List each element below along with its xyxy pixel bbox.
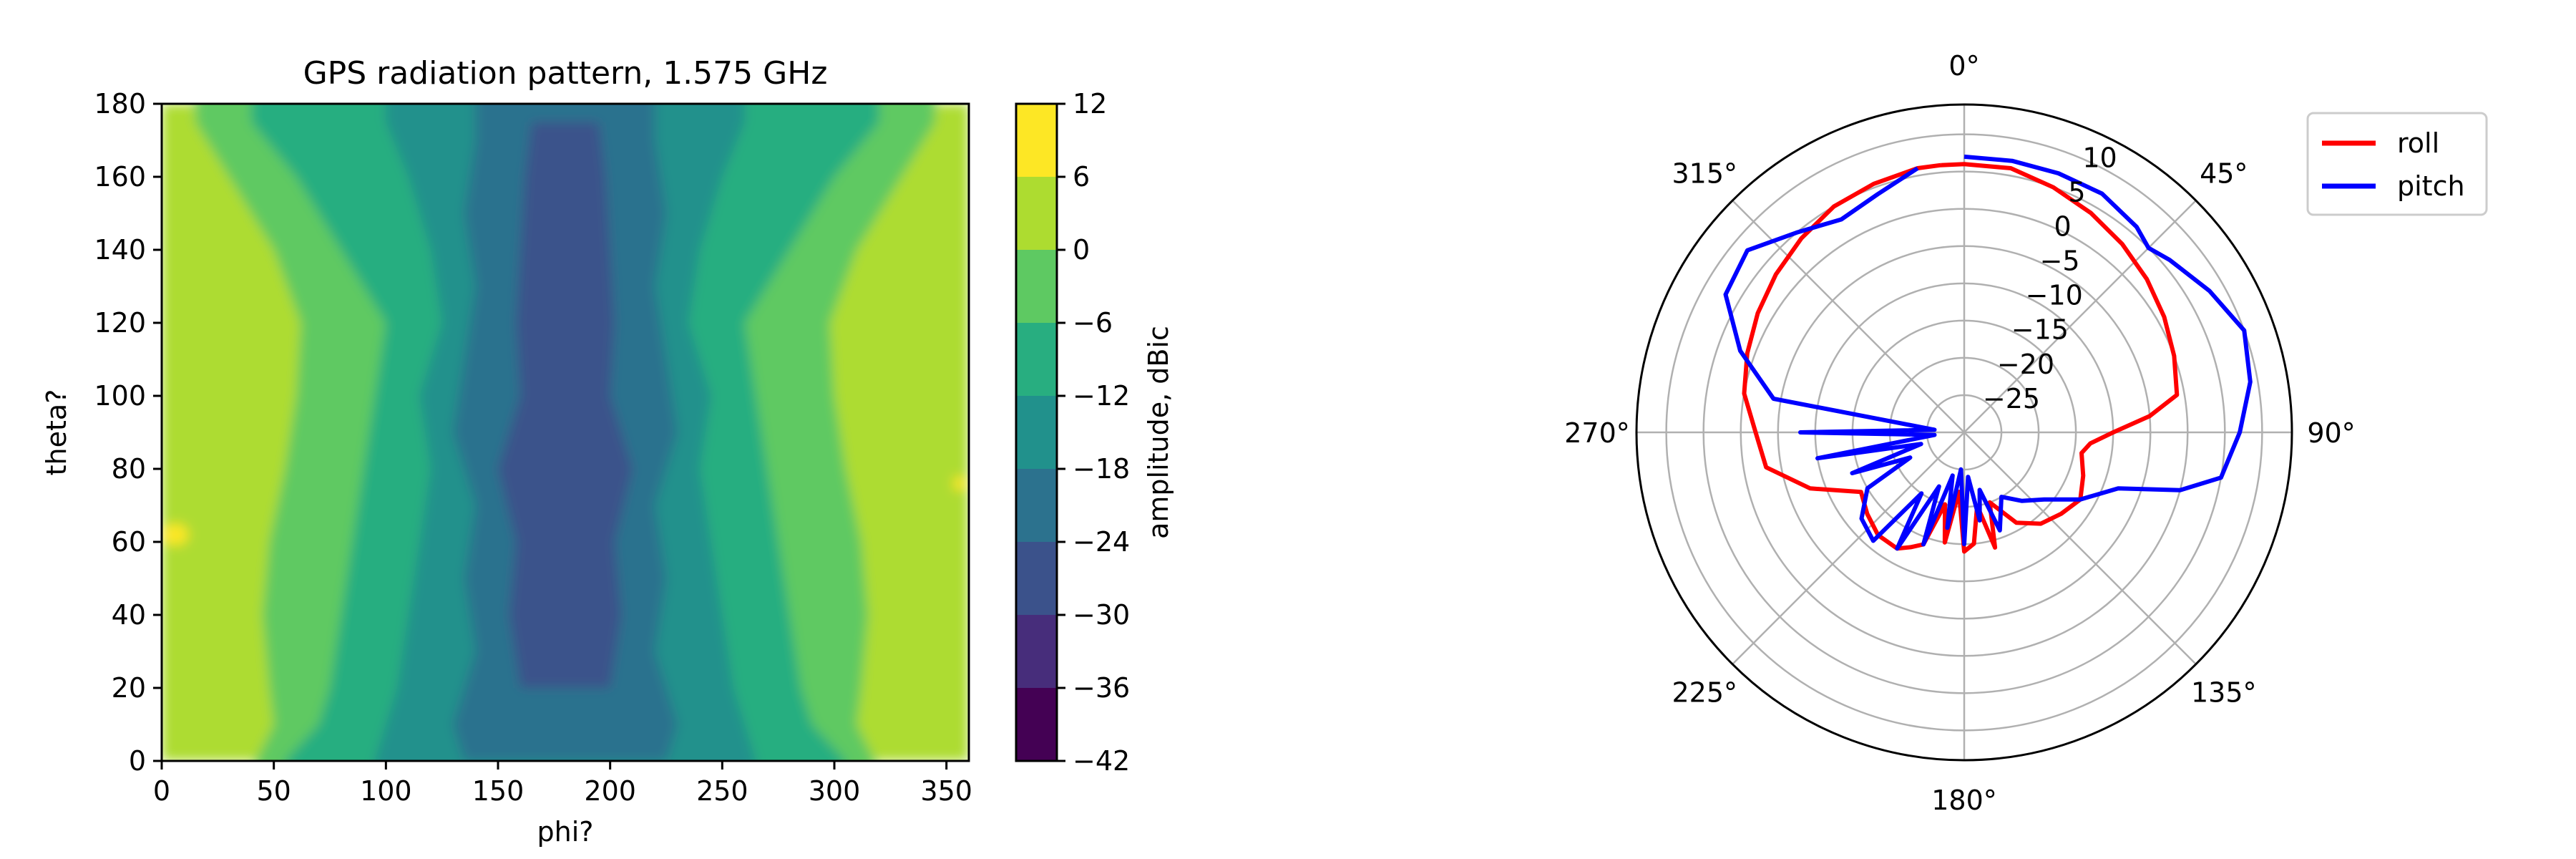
colorbar-label: amplitude, dBic [1143,326,1174,539]
polar-series-pitch [1723,154,2253,551]
colorbar-tick-label: −42 [1073,745,1130,777]
polar-angle-label: 180° [1931,785,1997,816]
legend-pitch-label: pitch [2397,170,2465,202]
heatmap-x-tick-label: 150 [472,775,525,807]
heatmap-x-label: phi? [537,816,594,848]
heatmap-y-tick-label: 60 [112,526,146,558]
colorbar-band [1016,469,1057,542]
heatmap-y-tick-label: 120 [94,307,146,339]
polar-radial-label: −10 [2026,280,2083,311]
heatmap-frame [160,102,970,762]
colorbar-tick-label: 12 [1073,88,1107,120]
polar-grid-spoke [1963,432,2197,665]
heatmap-x-tick-label: 100 [360,775,412,807]
heatmap-y-tick-label: 140 [94,234,146,266]
polar-angle-label: 270° [1564,417,1630,449]
heatmap-x-tick-label: 0 [153,775,170,807]
polar-radial-label: 0 [2054,210,2072,242]
polar-series-lines [1723,154,2253,554]
heatmap-y-tick-label: 180 [94,88,146,120]
colorbar-tick-label: −6 [1073,307,1113,339]
heatmap-y-tick-label: 0 [129,745,146,777]
colorbar-tick-label: 0 [1073,234,1090,266]
heatmap-chart: GPS radiation pattern, 1.575 GHz 0 50 100 1… [41,55,972,848]
colorbar-ticks: −42 −36 −30 −24 −18 −12 −6 0 6 12 [1057,88,1130,777]
colorbar-tick-label: −18 [1073,453,1130,485]
heatmap-y-tick-label: 160 [94,161,146,193]
polar-radial-label: 10 [2082,142,2117,173]
legend-box [2306,112,2488,216]
colorbar-tick-label: −24 [1073,526,1130,558]
heatmap-x-ticks: 0 50 100 150 200 250 300 350 [153,761,972,807]
polar-angle-label: 90° [2307,417,2355,449]
polar-angle-label: 135° [2191,677,2257,709]
polar-grid-spoke [1963,200,2197,433]
colorbar-band [1016,323,1057,396]
polar-radial-label: −5 [2040,246,2080,277]
heatmap-y-tick-label: 80 [112,453,146,485]
polar-angle-label: 45° [2200,157,2248,189]
colorbar-tick-label: 6 [1073,161,1090,193]
heatmap-band-minus30 [498,122,633,688]
heatmap-y-tick-label: 20 [112,672,146,704]
heatmap-x-tick-label: 50 [256,775,291,807]
colorbar-tick-label: −12 [1073,380,1130,412]
polar-radial-label: −15 [2011,314,2069,346]
heatmap-x-tick-label: 200 [584,775,636,807]
legend-roll-label: roll [2397,127,2439,159]
heatmap-x-tick-label: 350 [920,775,972,807]
heatmap-y-ticks: 0 20 40 60 80 100 120 140 160 180 [94,88,162,777]
polar-grid [1636,105,2292,760]
polar-chart: 0° 45° 90° 135° 180° 225° 270° 315° −25−20−15−1… [1564,50,2355,816]
heatmap-y-tick-label: 40 [112,599,146,631]
colorbar-frame [1015,102,1058,762]
heatmap-y-tick-label: 100 [94,380,146,412]
heatmap-peak-spot [162,523,189,546]
polar-grid-spoke [1732,200,1965,433]
heatmap-contour-layers [162,104,969,761]
polar-series-roll [1742,162,2180,554]
heatmap-y-label: theta? [41,389,72,476]
colorbar-band [1016,688,1057,761]
polar-angle-label: 0° [1948,50,1979,82]
heatmap-plot-area [162,104,969,761]
polar-radial-label: −20 [1997,349,2054,380]
colorbar-band [1016,104,1057,177]
heatmap-title: GPS radiation pattern, 1.575 GHz [303,55,828,92]
colorbar-band [1016,542,1057,615]
legend: roll pitch [2306,112,2488,216]
colorbar-band [1016,177,1057,250]
polar-outer-frame [1635,103,2293,762]
polar-angle-labels: 0° 45° 90° 135° 180° 225° 270° 315° [1564,50,2355,816]
colorbar-tick-label: −30 [1073,599,1130,631]
colorbar-bands [1016,104,1057,761]
colorbar-band [1016,250,1057,323]
colorbar-band [1016,615,1057,688]
polar-radial-label: −25 [1983,383,2040,414]
heatmap-x-tick-label: 300 [809,775,861,807]
colorbar-band [1016,396,1057,469]
colorbar-tick-label: −36 [1073,672,1130,704]
polar-angle-label: 225° [1672,677,1737,709]
heatmap-peak-spot [953,476,967,491]
polar-radial-label: 5 [2068,176,2085,208]
heatmap-x-tick-label: 250 [696,775,748,807]
colorbar: −42 −36 −30 −24 −18 −12 −6 0 6 12 amplitude, dBic [1015,88,1174,777]
polar-angle-label: 315° [1672,157,1737,189]
polar-grid-spoke [1732,432,1965,665]
